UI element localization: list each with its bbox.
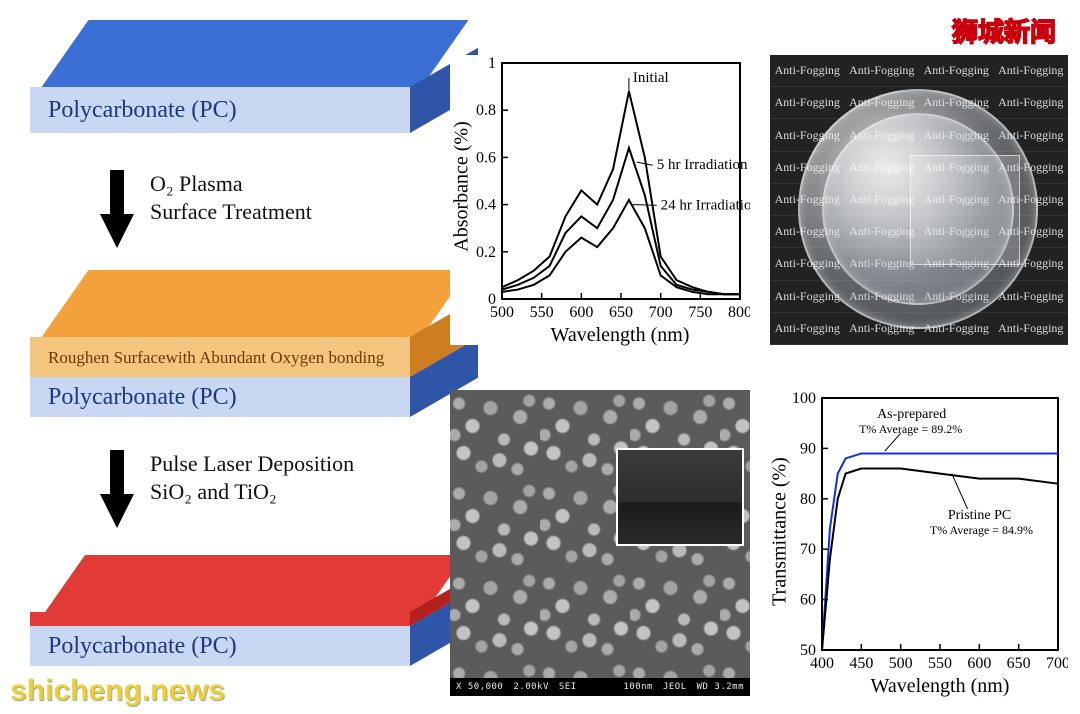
- svg-text:650: 650: [609, 304, 633, 321]
- svg-text:700: 700: [649, 304, 673, 321]
- sem-info-bar: X 50,000 2.00kV SEI 100nm JEOL WD 3.2mm: [450, 678, 750, 696]
- figure-root: Polycarbonate (PC) O₂ Plasma Surface Tre…: [10, 0, 1070, 714]
- svg-text:0.6: 0.6: [476, 149, 496, 166]
- arrow-pld: Pulse Laser Deposition SiO₂ and TiO₂: [100, 450, 354, 528]
- svg-text:1: 1: [488, 55, 496, 72]
- svg-text:Initial: Initial: [633, 70, 669, 86]
- svg-text:550: 550: [530, 304, 554, 321]
- svg-text:5 hr Irradiation: 5 hr Irradiation: [657, 157, 748, 173]
- svg-text:550: 550: [928, 655, 952, 672]
- svg-text:800: 800: [728, 304, 750, 321]
- arrow-o2-plasma: O₂ Plasma Surface Treatment: [100, 170, 312, 248]
- slab-rough-label: Roughen Surface with Abundant Oxygen bon…: [30, 337, 410, 377]
- glass-slide: [910, 155, 1020, 265]
- absorbance-chart: 50055060065070075080000.20.40.60.81Initi…: [450, 55, 750, 345]
- down-arrow-icon: [100, 170, 134, 248]
- svg-text:As-prepared: As-prepared: [877, 407, 946, 422]
- svg-text:0: 0: [488, 291, 496, 308]
- slab-pc-label-2: Polycarbonate (PC): [30, 377, 410, 417]
- absorbance-svg: 50055060065070075080000.20.40.60.81Initi…: [450, 55, 750, 345]
- transmittance-svg: 4004505005506006507005060708090100As-pre…: [770, 390, 1068, 696]
- transmittance-ylabel: Transmittance (%): [769, 432, 792, 632]
- down-arrow-icon: [100, 450, 134, 528]
- svg-text:600: 600: [569, 304, 593, 321]
- absorbance-xlabel: Wavelength (nm): [520, 324, 720, 347]
- svg-text:70: 70: [800, 541, 816, 558]
- svg-text:60: 60: [800, 592, 816, 609]
- svg-text:0.4: 0.4: [476, 197, 496, 214]
- svg-text:700: 700: [1046, 655, 1068, 672]
- svg-text:500: 500: [889, 655, 913, 672]
- sem-image: X 50,000 2.00kV SEI 100nm JEOL WD 3.2mm: [450, 390, 750, 696]
- svg-text:600: 600: [967, 655, 991, 672]
- process-schematic: Polycarbonate (PC) O₂ Plasma Surface Tre…: [10, 0, 450, 714]
- watermark-top: 狮城新闻: [952, 12, 1056, 49]
- svg-text:100: 100: [792, 390, 816, 407]
- svg-text:24 hr Irradiation: 24 hr Irradiation: [661, 197, 750, 213]
- svg-text:450: 450: [849, 655, 873, 672]
- slab-pc-label-3: Polycarbonate (PC): [30, 626, 410, 666]
- transmittance-xlabel: Wavelength (nm): [830, 675, 1050, 698]
- svg-text:650: 650: [1007, 655, 1031, 672]
- svg-text:Pristine PC: Pristine PC: [948, 508, 1011, 523]
- svg-text:750: 750: [688, 304, 712, 321]
- svg-text:90: 90: [800, 440, 816, 457]
- svg-text:T% Average = 89.2%: T% Average = 89.2%: [859, 422, 962, 436]
- svg-text:80: 80: [800, 491, 816, 508]
- right-panels: 500 550 600 650 700 750 800 0 0.2 0.4 0.6 0.8 1 Initi…: [450, 0, 1070, 714]
- sem-contact-angle-inset: [616, 448, 744, 546]
- absorbance-ylabel: Absorbance (%): [451, 97, 474, 277]
- svg-text:50: 50: [800, 642, 816, 659]
- svg-text:T% Average = 84.9%: T% Average = 84.9%: [930, 523, 1033, 537]
- arrow2-text: Pulse Laser Deposition SiO₂ and TiO₂: [150, 450, 354, 505]
- svg-text:0.8: 0.8: [476, 102, 496, 119]
- slab-pc-label: Polycarbonate (PC): [30, 87, 410, 133]
- svg-text:0.2: 0.2: [476, 244, 496, 261]
- transmittance-chart: 4004505005506006507005060708090100As-pre…: [770, 390, 1068, 696]
- antifog-photo: Anti-FoggingAnti-FoggingAnti-FoggingAnti…: [770, 55, 1068, 345]
- arrow1-text: O₂ Plasma Surface Treatment: [150, 170, 312, 225]
